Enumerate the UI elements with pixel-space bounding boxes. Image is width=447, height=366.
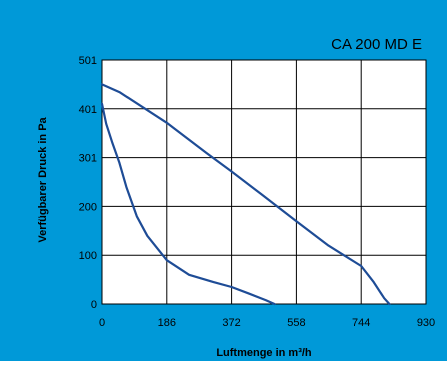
curves [100,83,391,306]
x-tick-label: 0 [99,317,105,329]
y-tick-label: 100 [79,250,97,262]
y-tick-label: 0 [91,299,97,311]
chart-title: CA 200 MD E [331,36,422,53]
x-tick-labels: 0 186 372 558 744 930 [99,317,435,329]
plot-area [101,59,427,305]
y-tick-label: 301 [79,153,97,165]
x-tick-label: 372 [222,317,240,329]
y-tick-labels: 0 100 200 301 401 501 [79,55,97,311]
x-axis-label: Luftmenge in m³/h [216,347,312,359]
y-tick-label: 401 [79,104,97,116]
y-tick-label: 501 [79,55,97,67]
x-tick-label: 186 [158,317,176,329]
x-tick-label: 558 [287,317,305,329]
series-line-1 [100,83,391,306]
x-tick-label: 930 [417,317,435,329]
y-axis-label: Verfügbarer Druck in Pa [37,116,49,242]
grid [101,59,427,305]
series-line-2 [100,102,276,306]
x-tick-label: 744 [352,317,370,329]
y-tick-label: 200 [79,201,97,213]
